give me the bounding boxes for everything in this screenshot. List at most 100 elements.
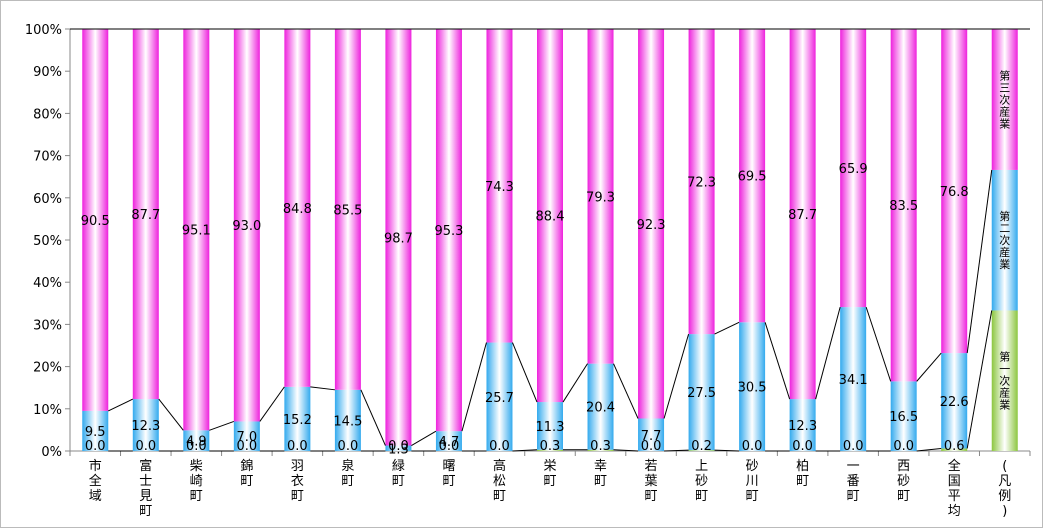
data-label: 0.0 (388, 439, 409, 454)
data-label: 98.7 (384, 231, 413, 246)
legend-char: 第 (999, 350, 1010, 364)
category-label: 曙町 (442, 459, 455, 489)
data-label: 0.0 (489, 439, 510, 454)
series-connector-line (815, 306, 841, 400)
category-char: 町 (594, 474, 607, 489)
category-label: 柴崎町 (190, 459, 203, 504)
data-label: 74.3 (485, 180, 514, 195)
category-char: 町 (897, 489, 910, 504)
series-connector-line (916, 352, 942, 382)
category-char: 町 (493, 489, 506, 504)
bar-segment-0 (537, 449, 563, 451)
category-char: 高 (493, 458, 506, 474)
bar-segment-2 (840, 29, 867, 308)
category-char: 町 (291, 489, 304, 504)
data-label: 0.0 (236, 439, 257, 454)
category-char: 町 (442, 474, 455, 489)
category-label: 泉町 (341, 458, 354, 489)
category-char: 泉 (341, 458, 354, 474)
data-label: 12.3 (131, 419, 160, 434)
category-label: 市全域 (89, 458, 102, 504)
data-label: 95.3 (434, 224, 463, 239)
data-label: 7.0 (236, 430, 257, 445)
category-char: 葉 (645, 474, 658, 489)
category-char: 町 (341, 474, 354, 489)
data-label: 15.2 (283, 413, 312, 428)
bar-segment-2 (132, 29, 159, 400)
legend-char: 次 (999, 233, 1010, 247)
legend-label: 第三次産業 (999, 68, 1010, 130)
category-char: 士 (139, 474, 152, 489)
bar-segment-2 (991, 29, 1018, 170)
legend-char: 産 (999, 387, 1010, 400)
category-char: 町 (645, 489, 658, 504)
data-label: 0.0 (135, 439, 156, 454)
data-label: 69.5 (738, 170, 767, 185)
bar-segment-1 (739, 322, 766, 451)
category-char: 町 (190, 489, 203, 504)
series-connector-line (158, 398, 184, 431)
bar-segment-1 (840, 307, 867, 451)
category-char: 一 (847, 459, 860, 474)
series-connector-line (613, 449, 639, 452)
data-label: 12.3 (788, 419, 817, 434)
data-label: 0.0 (742, 439, 763, 454)
category-char: 川 (746, 474, 759, 489)
legend-char: 業 (999, 258, 1010, 271)
series-connector-line (562, 363, 588, 403)
y-tick-label: 100% (25, 23, 62, 38)
data-label: 0.6 (944, 439, 965, 454)
category-char: 国 (948, 474, 961, 489)
category-char: 崎 (190, 474, 203, 489)
bar-segment-0 (941, 448, 968, 451)
data-label: 25.7 (485, 391, 514, 406)
data-label: 0.0 (641, 439, 662, 454)
bar-segment-1 (587, 363, 614, 450)
category-char: 栄 (543, 459, 556, 474)
bar-segment-2 (183, 29, 210, 431)
bar-segment-1 (132, 399, 159, 451)
category-label: 幸町 (594, 459, 607, 489)
data-label: 11.3 (536, 420, 565, 435)
category-char: 町 (695, 489, 708, 504)
data-label: 87.7 (131, 208, 160, 223)
data-label: 34.1 (839, 373, 868, 388)
bar-segment-2 (82, 29, 109, 411)
bars (82, 29, 1018, 451)
legend-char: 産 (999, 246, 1010, 259)
bar-segment-2 (739, 29, 766, 323)
category-char: 全 (948, 458, 961, 474)
category-char: 砂 (897, 474, 910, 489)
data-label: 30.5 (738, 381, 767, 396)
category-char: 均 (948, 504, 961, 519)
data-label: 14.5 (333, 414, 362, 429)
bar-segment-1 (486, 342, 513, 451)
y-tick-label: 20% (33, 361, 62, 376)
bar-segment-1 (537, 402, 563, 450)
data-label: 0.3 (590, 439, 611, 454)
category-char: ) (1002, 504, 1007, 519)
bar-segment-1 (82, 410, 109, 451)
bar-segment-2 (334, 29, 361, 390)
series-connector-line (512, 342, 538, 403)
bar-segment-1 (991, 169, 1018, 311)
legend-char: 一 (999, 363, 1010, 376)
series-connector-line (613, 363, 639, 419)
bar-segment-2 (486, 29, 513, 343)
bar-segment-1 (385, 445, 412, 451)
data-label: 76.8 (940, 185, 969, 200)
legend-char: 第 (999, 209, 1010, 223)
bar-segment-1 (688, 334, 715, 451)
y-tick-label: 30% (33, 318, 62, 333)
data-label: 79.3 (586, 190, 615, 205)
category-char: 緑 (392, 459, 405, 474)
series-connector-line (461, 342, 487, 432)
y-tick-label: 60% (33, 192, 62, 207)
series-connector-line (714, 449, 740, 452)
data-label: 93.0 (232, 219, 261, 234)
category-char: 砂 (746, 459, 759, 474)
legend-char: 産 (999, 105, 1010, 118)
category-char: 平 (948, 489, 961, 504)
bar-segment-2 (941, 29, 968, 354)
